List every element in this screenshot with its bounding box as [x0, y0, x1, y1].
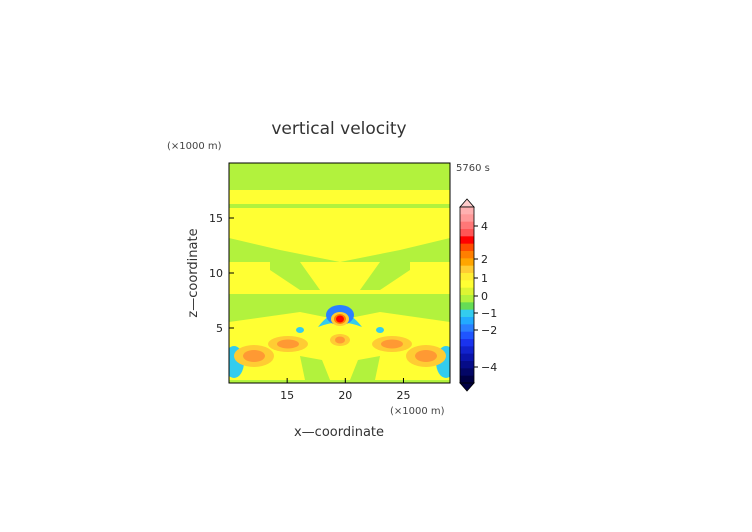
- x-axis: 15 20 25: [280, 378, 410, 402]
- colorbar-top-arrow: [459, 198, 475, 208]
- right-arm-updraft-core: [381, 339, 403, 349]
- colorbar-cell: [460, 324, 474, 333]
- colorbar-cell: [460, 280, 474, 289]
- colorbar-cell: [460, 243, 474, 252]
- colorbar-cell: [460, 273, 474, 281]
- y-tick-label: 10: [209, 267, 223, 280]
- colorbar-cell: [460, 368, 474, 377]
- y-tick-label: 5: [216, 322, 223, 335]
- colorbar-cell: [460, 309, 474, 318]
- x-tick-label: 25: [396, 389, 410, 402]
- y-axis-label: z—coordinate: [186, 228, 201, 317]
- lower-right-streak: [350, 356, 380, 380]
- colorbar-label: −1: [481, 307, 497, 320]
- z-unit-label: (×1000 m): [167, 141, 222, 152]
- time-label: 5760 s: [456, 163, 490, 174]
- right-arm-streak: [360, 248, 410, 290]
- velocity-field: [229, 190, 450, 380]
- mid-streak: [229, 294, 450, 302]
- right-lobe-updraft-core: [415, 350, 437, 362]
- downdrafts: [229, 305, 450, 378]
- upper-yellow-band: [229, 190, 450, 204]
- lower-left-streak: [300, 356, 330, 380]
- colorbar-cell: [460, 236, 474, 245]
- neutral-streaks: [229, 248, 450, 380]
- left-arm-updraft-core: [277, 339, 299, 349]
- colorbar-label: −4: [481, 361, 497, 374]
- colorbar-cell: [460, 229, 474, 237]
- colorbar-label: 2: [481, 253, 488, 266]
- left-arm-streak: [270, 248, 320, 290]
- x-unit-label: (×1000 m): [390, 406, 445, 417]
- colorbar-cell: [460, 221, 474, 230]
- weak-updraft-regions: [229, 190, 450, 380]
- central-updraft-core: [336, 315, 344, 323]
- updrafts: [234, 312, 446, 367]
- small-downdraft-left: [296, 327, 304, 333]
- colorbar-cell: [460, 353, 474, 362]
- colorbar-bottom-arrow: [459, 382, 475, 392]
- colorbar-label: 1: [481, 272, 488, 285]
- colorbar-cell: [460, 361, 474, 369]
- x-tick-label: 15: [280, 389, 294, 402]
- small-downdraft-right: [376, 327, 384, 333]
- colorbar-cell: [460, 295, 474, 303]
- lower-center-updraft-core: [335, 336, 345, 344]
- x-tick-label: 20: [338, 389, 352, 402]
- colorbar-cell: [460, 214, 474, 223]
- colorbar-cell: [460, 331, 474, 340]
- colorbar-label: 0: [481, 290, 488, 303]
- colorbar-cell: [460, 339, 474, 347]
- lower-yellow-region: [229, 312, 450, 380]
- colorbar: 4 2 1 0 −1 −2 −4: [459, 198, 497, 392]
- colorbar-cell: [460, 302, 474, 311]
- chart-title: vertical velocity: [271, 119, 406, 139]
- colorbar-cell: [460, 258, 474, 267]
- yellow-anvil-region: [229, 208, 450, 262]
- colorbar-label: −2: [481, 324, 497, 337]
- y-axis: 5 10 15: [209, 212, 234, 335]
- colorbar-cell: [460, 207, 474, 215]
- colorbar-cell: [460, 287, 474, 296]
- left-lobe-updraft-core: [243, 350, 265, 362]
- colorbar-frame: [459, 206, 475, 384]
- y-tick-label: 15: [209, 212, 223, 225]
- colorbar-cell: [460, 251, 474, 259]
- colorbar-cell: [460, 317, 474, 325]
- x-axis-label: x—coordinate: [294, 425, 384, 440]
- colorbar-label: 4: [481, 220, 488, 233]
- colorbar-cell: [460, 265, 474, 274]
- colorbar-cell: [460, 346, 474, 355]
- colorbar-cell: [460, 375, 474, 384]
